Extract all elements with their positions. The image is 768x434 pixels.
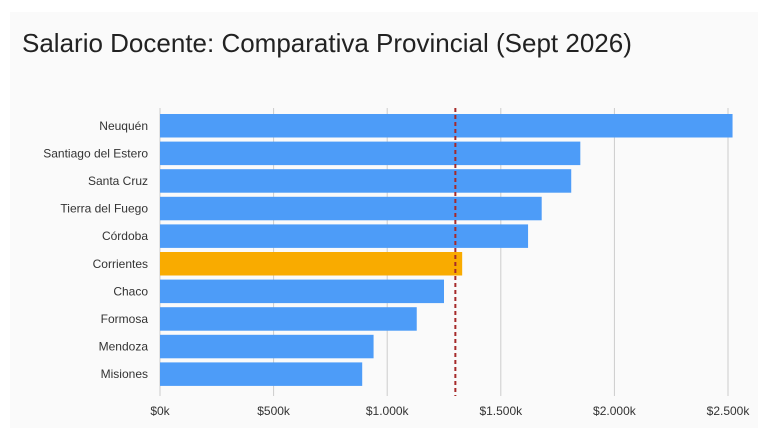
category-label: Tierra del Fuego xyxy=(60,202,148,216)
x-tick-label: $1.500k xyxy=(479,404,523,418)
x-tick-label: $1.000k xyxy=(366,404,410,418)
x-axis-ticks: $0k $500k $1.000k $1.500k $2.000k $2.500k xyxy=(150,404,750,418)
bar-5 xyxy=(160,252,463,276)
category-label: Corrientes xyxy=(93,257,148,271)
bars xyxy=(160,114,733,386)
category-label: Córdoba xyxy=(102,229,148,243)
category-label: Formosa xyxy=(101,312,149,326)
bar-0 xyxy=(160,114,733,138)
x-tick-label: $2.000k xyxy=(593,404,637,418)
bar-2 xyxy=(160,169,572,193)
category-label: Santiago del Estero xyxy=(43,146,148,160)
category-label: Neuquén xyxy=(99,119,148,133)
category-labels: Neuquén Santiago del Estero Santa Cruz Tier… xyxy=(43,119,148,381)
chart-title: Salario Docente: Comparativa Provincial … xyxy=(22,28,632,58)
bar-6 xyxy=(160,279,444,304)
bar-1 xyxy=(160,141,581,166)
category-label: Chaco xyxy=(113,284,148,298)
x-tick-label: $2.500k xyxy=(707,404,751,418)
category-label: Mendoza xyxy=(99,340,149,354)
bar-3 xyxy=(160,196,542,221)
bar-7 xyxy=(160,307,417,331)
bar-8 xyxy=(160,334,374,359)
x-tick-label: $500k xyxy=(257,404,291,418)
x-tick-label: $0k xyxy=(150,404,170,418)
bar-9 xyxy=(160,362,363,386)
category-label: Misiones xyxy=(101,367,148,381)
category-label: Santa Cruz xyxy=(88,174,148,188)
bar-4 xyxy=(160,224,529,248)
